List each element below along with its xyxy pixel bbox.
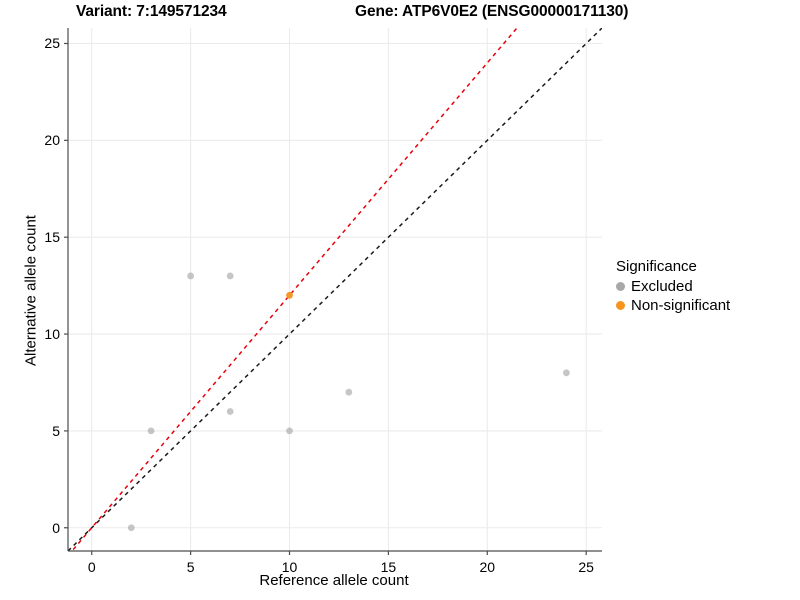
legend-title: Significance <box>616 258 697 275</box>
y-tick-label: 25 <box>44 35 60 52</box>
legend-swatch-icon <box>616 301 625 310</box>
data-point <box>127 524 135 532</box>
x-tick-label: 5 <box>186 559 195 575</box>
y-tick-label: 10 <box>44 326 60 343</box>
data-point <box>286 291 293 299</box>
data-point <box>286 427 293 435</box>
data-point <box>563 369 570 377</box>
legend: Significance Excluded Non-significant <box>616 258 796 315</box>
legend-item-label: Excluded <box>631 278 693 295</box>
reference-line-allelic-ratio <box>70 28 518 551</box>
legend-swatch-icon <box>616 282 625 291</box>
y-tick-label: 20 <box>44 132 60 149</box>
data-point <box>345 388 353 396</box>
chart-title-band: Variant: 7:149571234 Gene: ATP6V0E2 (ENS… <box>0 0 800 26</box>
data-point <box>147 427 155 435</box>
x-tick-label: 0 <box>87 559 96 575</box>
data-points <box>127 272 570 532</box>
y-axis-title: Alternative allele count <box>22 215 40 366</box>
gridlines <box>68 28 602 551</box>
reference-lines <box>68 28 602 551</box>
legend-item[interactable]: Non-significant <box>616 296 796 315</box>
legend-item[interactable]: Excluded <box>616 277 796 296</box>
y-tick-label: 5 <box>52 422 60 439</box>
legend-items: Excluded Non-significant <box>616 277 796 315</box>
x-axis-title: Reference allele count <box>259 572 409 589</box>
x-tick-label: 15 <box>380 559 397 575</box>
x-tick-label: 10 <box>281 559 298 575</box>
gene-title: Gene: ATP6V0E2 (ENSG00000171130) <box>355 3 629 20</box>
legend-item-label: Non-significant <box>631 297 731 314</box>
variant-title: Variant: 7:149571234 <box>76 3 227 20</box>
data-point <box>226 272 234 280</box>
y-tick-label: 0 <box>52 519 60 536</box>
data-point <box>226 408 234 415</box>
axes <box>64 28 602 555</box>
x-tick-label: 25 <box>578 559 594 575</box>
plot-panel <box>68 28 602 551</box>
y-tick-label: 15 <box>44 229 60 246</box>
data-point <box>187 272 195 280</box>
x-tick-label: 20 <box>479 559 496 575</box>
